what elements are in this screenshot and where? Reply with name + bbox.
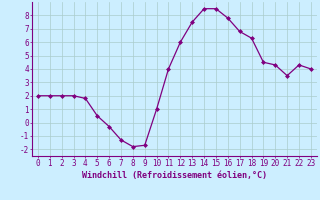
X-axis label: Windchill (Refroidissement éolien,°C): Windchill (Refroidissement éolien,°C) xyxy=(82,171,267,180)
